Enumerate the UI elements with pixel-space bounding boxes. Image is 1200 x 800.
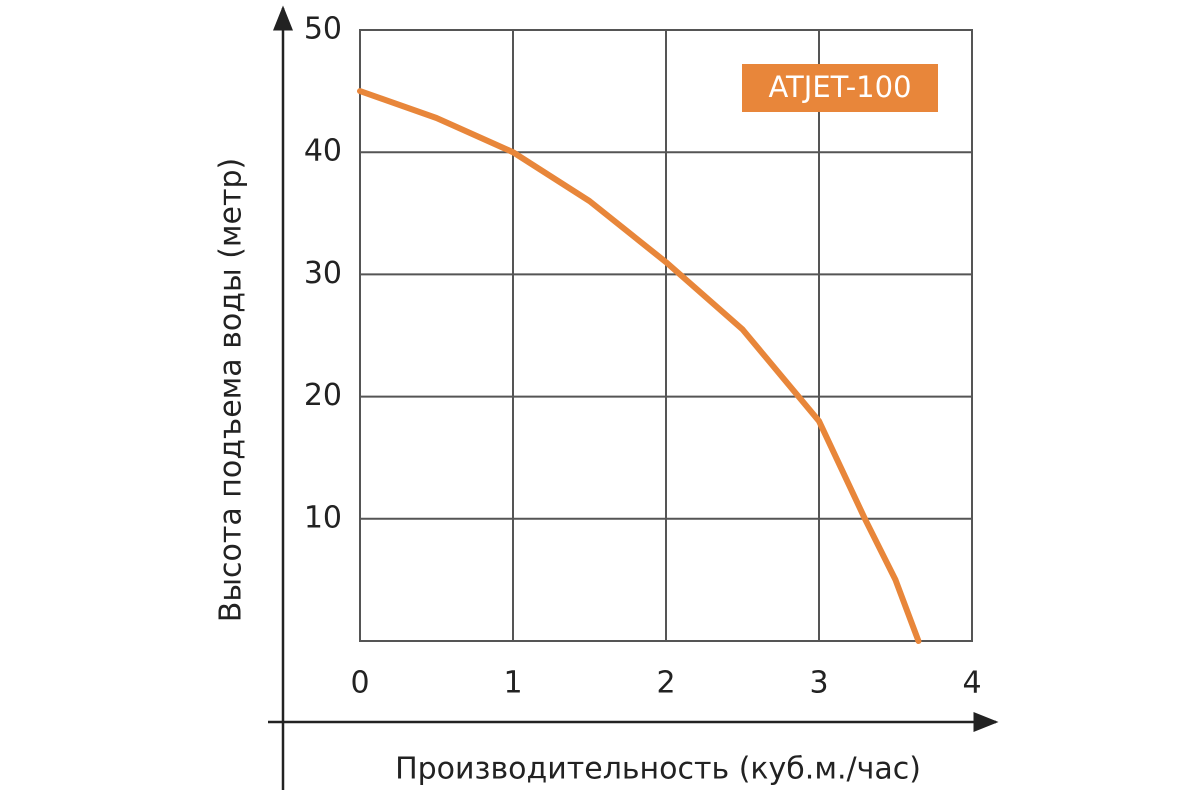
y-tick-label: 10 <box>304 500 342 535</box>
x-tick-label: 1 <box>503 666 522 701</box>
x-tick-label: 2 <box>656 666 675 701</box>
x-tick-label: 4 <box>962 666 981 701</box>
legend-swatch <box>742 64 938 112</box>
y-tick-label: 50 <box>304 12 342 47</box>
x-tick-label: 0 <box>350 666 369 701</box>
y-axis-label: Высота подъема воды (метр) <box>214 158 249 622</box>
legend-label: ATJET-100 <box>768 70 911 104</box>
x-axis-label: Производительность (куб.м./час) <box>395 752 921 787</box>
y-tick-label: 20 <box>304 378 342 413</box>
y-tick-label: 40 <box>304 134 342 169</box>
y-tick-label: 30 <box>304 256 342 291</box>
line <box>357 88 922 644</box>
x-tick-label: 3 <box>809 666 828 701</box>
